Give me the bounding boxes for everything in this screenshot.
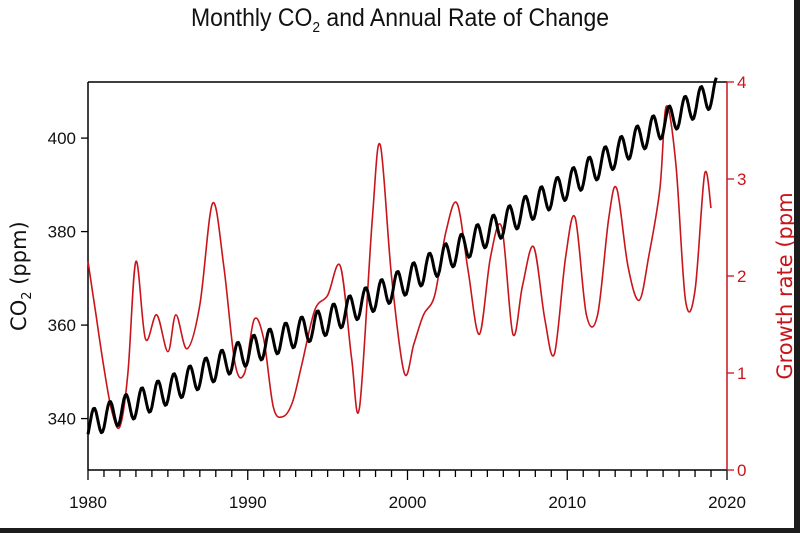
x-tick-label: 2000	[389, 493, 427, 512]
frame-edge-bottom	[0, 528, 800, 533]
left-y-tick-label: 380	[48, 223, 76, 242]
right-y-tick-label: 3	[737, 170, 746, 189]
x-tick-label: 1990	[229, 493, 267, 512]
left-y-tick-label: 360	[48, 316, 76, 335]
frame-edge-right	[794, 0, 800, 533]
right-y-tick-label: 2	[737, 267, 746, 286]
x-tick-label: 2010	[548, 493, 586, 512]
x-tick-label: 2020	[708, 493, 746, 512]
right-y-tick-label: 0	[737, 461, 746, 480]
chart-title: Monthly CO2 and Annual Rate of Change	[190, 4, 610, 36]
right-y-tick-label: 1	[737, 364, 746, 383]
left-axis-label: CO2 (ppm)	[6, 221, 36, 331]
left-y-tick-label: 400	[48, 129, 76, 148]
co2-monthly-line	[86, 77, 718, 435]
left-y-tick-label: 340	[48, 410, 76, 429]
right-y-tick-label: 4	[737, 73, 746, 92]
x-tick-label: 1980	[69, 493, 107, 512]
growth-rate-line	[87, 105, 712, 429]
